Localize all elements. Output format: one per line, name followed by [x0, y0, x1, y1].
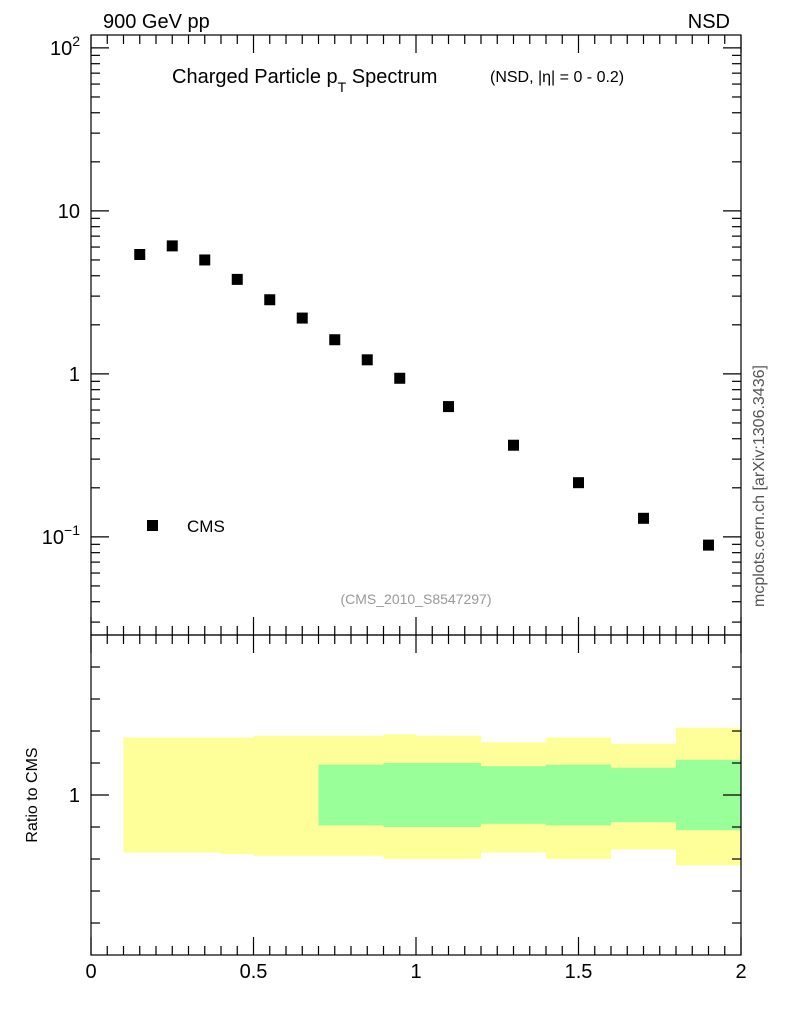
- data-point: [573, 477, 584, 489]
- data-point: [231, 273, 243, 285]
- data-point: [166, 240, 178, 252]
- data-point: [264, 294, 276, 306]
- x-tick-label: 0: [85, 961, 96, 983]
- inner-band-bin: [481, 766, 546, 824]
- x-tick-label: 1.5: [565, 961, 593, 983]
- data-point: [703, 539, 714, 551]
- ratio-y-tick-labels: 1: [69, 785, 80, 807]
- y-tick-label: 102: [50, 33, 80, 60]
- inner-band-bin: [416, 763, 481, 827]
- header-right: NSD: [688, 11, 730, 33]
- plot-title-main: Charged Particle p: [172, 66, 338, 88]
- data-point: [329, 334, 341, 346]
- inner-band-bin: [611, 767, 676, 823]
- outer-band-bin: [156, 737, 189, 853]
- ratio-y-tick-label: 1: [69, 785, 80, 807]
- cms-data-points: [134, 240, 714, 551]
- data-point: [361, 354, 373, 366]
- legend-marker-cms: [147, 520, 158, 531]
- ratio-y-axis-label: Ratio to CMS: [24, 747, 41, 842]
- y-tick-label: 1: [69, 364, 80, 386]
- inner-band-bin: [383, 763, 416, 827]
- outer-band-bin: [253, 735, 286, 856]
- header-left: 900 GeV pp: [103, 11, 210, 33]
- x-tick-label: 0.5: [240, 961, 268, 983]
- data-point: [508, 439, 519, 451]
- data-point: [394, 372, 406, 384]
- inner-band-bin: [546, 764, 611, 826]
- plot-title: Charged Particle pT Spectrum: [172, 66, 437, 95]
- data-point: [199, 254, 211, 266]
- outer-band-bin: [123, 737, 156, 853]
- ratio-axis-ticks: [90, 635, 742, 955]
- data-point: [134, 249, 146, 261]
- x-tick-label: 2: [735, 961, 746, 983]
- y-tick-label: 10: [58, 201, 80, 223]
- main-y-tick-labels: 102 10 1 10−1: [42, 33, 80, 549]
- main-axis-ticks: [90, 35, 742, 635]
- y-tick-label: 10−1: [42, 522, 80, 549]
- outer-band-bin: [188, 737, 221, 853]
- x-tick-label: 1: [410, 961, 421, 983]
- outer-band-bin: [221, 737, 254, 855]
- legend-label-cms: CMS: [187, 517, 225, 536]
- outer-band-bin: [286, 735, 319, 856]
- data-point: [296, 312, 308, 324]
- watermark: mcplots.cern.ch [arXiv:1306.3436]: [751, 365, 768, 607]
- plot-title-cut: (NSD, |η| = 0 - 0.2): [490, 69, 624, 86]
- inner-band-bin: [351, 764, 384, 826]
- plot-title-tail: Spectrum: [346, 66, 437, 88]
- data-point: [443, 401, 454, 413]
- main-frame: [90, 34, 742, 636]
- plot-title-subscript: T: [338, 79, 347, 95]
- ratio-inner-band: [318, 759, 741, 831]
- data-point: [638, 512, 649, 524]
- inner-band-bin: [318, 764, 351, 826]
- ratio-panel: 1 0 0.5 1 1.5 2 Ratio to CMS: [24, 634, 747, 983]
- analysis-tag: (CMS_2010_S8547297): [341, 591, 492, 607]
- ratio-x-tick-labels: 0 0.5 1 1.5 2: [85, 961, 746, 983]
